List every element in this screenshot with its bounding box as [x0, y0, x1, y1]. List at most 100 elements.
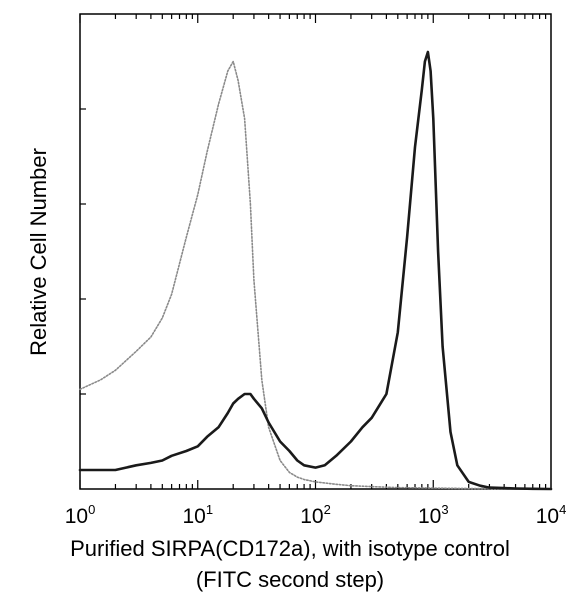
- series-point: [479, 485, 481, 487]
- x-axis-title-line2: (FITC second step): [196, 567, 384, 592]
- series-point: [442, 346, 443, 347]
- series-point: [250, 203, 251, 205]
- series-point: [315, 481, 316, 483]
- series-point: [185, 450, 187, 452]
- x-tick-base: 10: [418, 505, 441, 528]
- series-layer: [78, 50, 553, 491]
- series-point: [232, 403, 234, 404]
- series-point: [414, 146, 416, 148]
- series-point: [437, 251, 439, 252]
- series-point: [250, 393, 251, 395]
- series-point: [324, 464, 326, 466]
- series-point: [79, 469, 81, 471]
- series-point: [371, 486, 373, 487]
- series-point: [406, 236, 408, 238]
- series-point: [237, 398, 239, 400]
- series-point: [489, 487, 490, 488]
- series-point: [468, 488, 470, 489]
- plot-frame: [79, 13, 552, 490]
- x-tick-label: 103: [418, 502, 449, 528]
- series-point: [350, 441, 352, 442]
- series-point: [232, 61, 234, 62]
- series-point: [261, 379, 263, 381]
- series-point: [335, 483, 337, 485]
- x-tick-label: 100: [65, 502, 96, 528]
- series-point: [218, 426, 219, 428]
- series-point: [253, 279, 255, 281]
- series-point: [135, 350, 137, 352]
- series-point: [432, 487, 434, 489]
- x-tick-base: 10: [65, 505, 88, 528]
- series-point: [206, 151, 208, 153]
- series-point: [268, 422, 269, 423]
- series-point: [279, 460, 281, 461]
- series-point: [424, 61, 426, 62]
- series-point: [135, 464, 137, 466]
- series-point: [468, 481, 470, 483]
- series-point: [303, 479, 305, 480]
- y-axis-ticks: [80, 108, 86, 395]
- series-point: [335, 455, 337, 457]
- series-point: [100, 469, 102, 471]
- series-point: [296, 476, 298, 478]
- x-tick-exponent: 2: [324, 502, 331, 517]
- series-point: [197, 194, 199, 195]
- series-point: [289, 472, 290, 473]
- series-point: [350, 485, 352, 487]
- series-point: [515, 488, 516, 489]
- series-point: [289, 450, 290, 452]
- x-axis-ticks: [79, 14, 547, 489]
- series-point: [427, 51, 429, 53]
- series-point: [161, 460, 163, 461]
- series-point: [171, 293, 173, 295]
- x-tick-base: 10: [182, 505, 205, 528]
- x-tick-label: 102: [300, 502, 331, 528]
- x-tick-base: 10: [300, 505, 323, 528]
- x-tick-label: 104: [536, 502, 567, 528]
- series-point: [244, 393, 246, 395]
- series-point: [421, 89, 423, 91]
- series-point: [279, 441, 281, 442]
- y-axis-title: Relative Cell Number: [26, 148, 51, 356]
- series-point: [456, 464, 458, 466]
- series-point: [268, 426, 269, 428]
- series-point: [100, 379, 102, 381]
- x-tick-exponent: 4: [559, 502, 566, 517]
- series-point: [532, 488, 534, 490]
- series-point: [261, 407, 263, 409]
- series-point: [150, 462, 152, 464]
- x-tick-exponent: 3: [441, 502, 448, 517]
- series-point: [227, 412, 229, 414]
- series-point: [218, 103, 219, 105]
- series-point: [432, 118, 434, 119]
- series-sirpa-line: [78, 50, 553, 491]
- x-tick-label: 101: [182, 502, 213, 528]
- series-point: [550, 488, 552, 490]
- series-point: [227, 70, 229, 72]
- x-tick-base: 10: [536, 505, 559, 528]
- series-point: [185, 236, 187, 238]
- series-point: [150, 336, 152, 338]
- x-axis-title: Purified SIRPA(CD172a), with isotype con…: [70, 536, 510, 561]
- series-point: [450, 431, 451, 433]
- series-point: [397, 331, 399, 333]
- series-point: [161, 317, 163, 319]
- series-point: [115, 469, 116, 471]
- series-point: [315, 467, 316, 468]
- series-point: [206, 436, 208, 438]
- series-point: [430, 70, 431, 72]
- series-point: [171, 455, 173, 457]
- x-tick-exponent: 0: [88, 502, 95, 517]
- series-point: [362, 426, 363, 428]
- series-point: [386, 393, 387, 395]
- series-point: [303, 464, 305, 466]
- x-tick-exponent: 1: [206, 502, 213, 517]
- series-point: [296, 460, 298, 461]
- series-point: [397, 487, 399, 488]
- series-point: [371, 417, 373, 419]
- series-point: [115, 369, 116, 371]
- series-isotype-control-line: [79, 60, 552, 490]
- series-point: [197, 445, 199, 447]
- series-point: [244, 118, 246, 119]
